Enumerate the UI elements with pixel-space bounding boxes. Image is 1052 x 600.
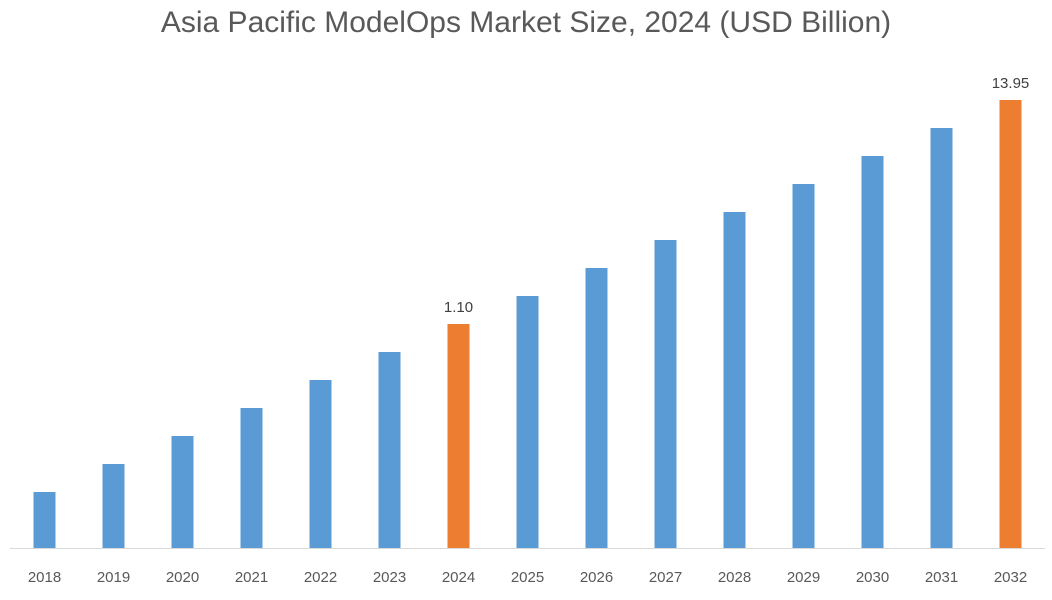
data-label-2024: 1.10 (444, 299, 473, 316)
x-tick-label-2027: 2027 (649, 569, 682, 586)
x-tick-label-2026: 2026 (580, 569, 613, 586)
chart-title: Asia Pacific ModelOps Market Size, 2024 … (160, 6, 892, 39)
x-tick-label-2028: 2028 (718, 569, 751, 586)
bar-2026 (585, 268, 608, 548)
bar-2018 (33, 492, 56, 548)
bar-2019 (102, 464, 125, 548)
bar-2023 (378, 352, 401, 548)
x-tick-label-2020: 2020 (166, 569, 199, 586)
x-tick-label-2030: 2030 (856, 569, 889, 586)
bar-2022 (309, 380, 332, 548)
bar-2031 (930, 128, 953, 548)
bar-2032 (999, 100, 1022, 548)
x-tick-label-2021: 2021 (235, 569, 268, 586)
bar-2021 (240, 408, 263, 548)
x-tick-label-2032: 2032 (994, 569, 1027, 586)
data-label-2032: 13.95 (992, 75, 1030, 92)
x-tick-label-2029: 2029 (787, 569, 820, 586)
x-tick-label-2031: 2031 (925, 569, 958, 586)
bar-2028 (723, 212, 746, 548)
x-tick-label-2025: 2025 (511, 569, 544, 586)
bar-2029 (792, 184, 815, 548)
bar-2024 (447, 324, 470, 548)
x-tick-label-2022: 2022 (304, 569, 337, 586)
x-tick-label-2019: 2019 (97, 569, 130, 586)
bar-2025 (516, 296, 539, 548)
bar-2027 (654, 240, 677, 548)
x-tick-label-2018: 2018 (28, 569, 61, 586)
x-tick-label-2024: 2024 (442, 569, 475, 586)
bar-2030 (861, 156, 884, 548)
x-tick-label-2023: 2023 (373, 569, 406, 586)
bar-2020 (171, 436, 194, 548)
